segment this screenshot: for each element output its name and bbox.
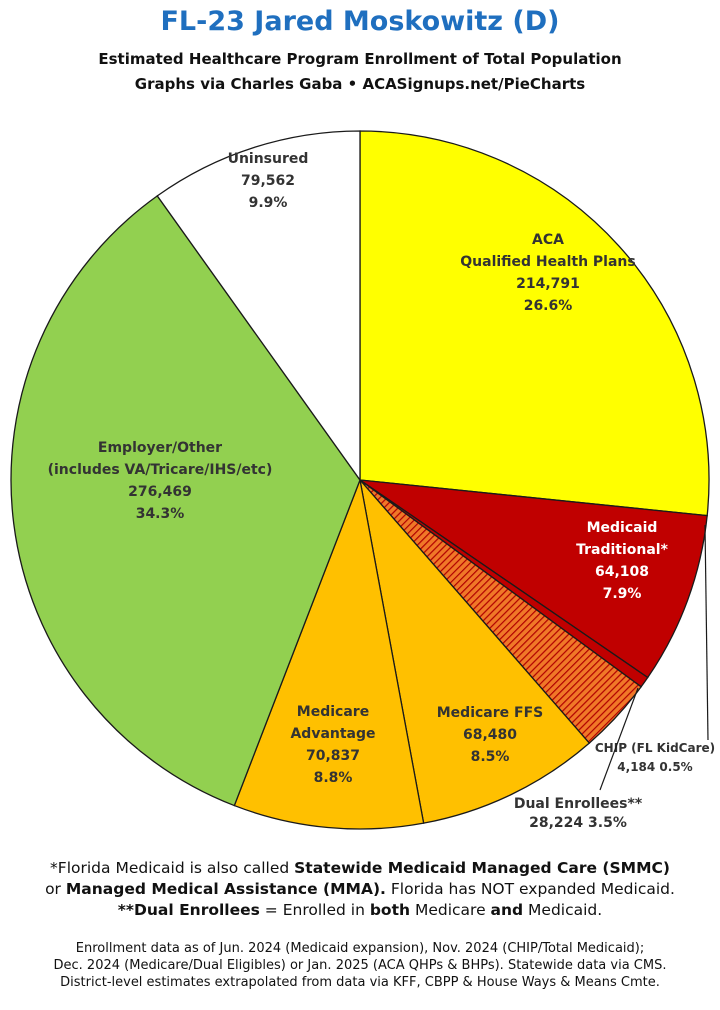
slice-label-medicare: 70,837 bbox=[306, 748, 360, 764]
footnote-text: *Florida Medicaid is also called bbox=[50, 859, 295, 877]
slice-label-uninsured: Uninsured bbox=[228, 151, 309, 167]
pie-slice-uninsured bbox=[156, 130, 361, 483]
footnote-bold: Managed Medical Assistance (MMA). bbox=[65, 880, 386, 898]
footnotes: *Florida Medicaid is also called Statewi… bbox=[0, 858, 720, 921]
callout-label-dual-enrollees: Dual Enrollees** bbox=[514, 796, 643, 812]
slice-label-uninsured: 79,562 bbox=[241, 173, 295, 189]
callout-line-dual-enrollees bbox=[599, 687, 639, 791]
callout-line-chip-fl-kidcare bbox=[704, 524, 709, 741]
callout-value-dual-enrollees: 28,224 3.5% bbox=[529, 815, 627, 831]
slice-label-employer-other: (includes VA/Tricare/IHS/etc) bbox=[48, 462, 273, 478]
slice-label-uninsured: 9.9% bbox=[249, 195, 288, 211]
slice-label-aca: 214,791 bbox=[516, 276, 580, 292]
page-title: FL-23 Jared Moskowitz (D) bbox=[160, 6, 560, 37]
pie-slice-medicaid bbox=[359, 479, 708, 679]
slice-label-medicare-ffs: Medicare FFS bbox=[437, 705, 543, 721]
footnote-text: = Enrolled in bbox=[259, 901, 370, 919]
slice-label-employer-other: 34.3% bbox=[136, 506, 185, 522]
footnote-text: Medicare bbox=[410, 901, 491, 919]
callout-label-chip-fl-kidcare: CHIP (FL KidCare) bbox=[595, 741, 715, 755]
slice-label-aca: 26.6% bbox=[524, 298, 573, 314]
callout-value-chip-fl-kidcare: 4,184 0.5% bbox=[617, 760, 692, 774]
slice-label-aca: Qualified Health Plans bbox=[460, 254, 635, 270]
chart-subtitle: Estimated Healthcare Program Enrollment … bbox=[98, 50, 622, 68]
slice-label-medicare-ffs: 8.5% bbox=[471, 749, 510, 765]
source-line: Enrollment data as of Jun. 2024 (Medicai… bbox=[75, 941, 645, 956]
footnote-text: Florida has NOT expanded Medicaid. bbox=[385, 880, 675, 898]
slice-label-aca: ACA bbox=[532, 232, 564, 248]
slice-label-medicaid: Traditional* bbox=[576, 542, 669, 558]
footnote-bold: **Dual Enrollees bbox=[117, 901, 260, 919]
slice-label-medicare-ffs: 68,480 bbox=[463, 727, 517, 743]
source-notes: Enrollment data as of Jun. 2024 (Medicai… bbox=[0, 940, 720, 991]
pie-slice-medicare-ffs bbox=[358, 477, 591, 824]
slice-label-medicaid: 7.9% bbox=[603, 586, 642, 602]
footnote-bold: both bbox=[369, 901, 411, 919]
source-line: District-level estimates extrapolated fr… bbox=[60, 975, 660, 990]
source-line: Dec. 2024 (Medicare/Dual Eligibles) or J… bbox=[53, 958, 667, 973]
pie-slice-employer-other bbox=[10, 194, 361, 807]
footnote-text: or bbox=[45, 880, 66, 898]
pie-chart: CHIP (FL KidCare) 4,184 0.5% Dual Enrollee… bbox=[10, 130, 715, 831]
slice-label-employer-other: 276,469 bbox=[128, 484, 192, 500]
chart-credit: Graphs via Charles Gaba • ACASignups.net… bbox=[134, 75, 586, 93]
slice-label-employer-other: Employer/Other bbox=[98, 440, 222, 456]
slice-label-medicare: Advantage bbox=[290, 726, 375, 742]
pie-slice-medicare bbox=[233, 477, 425, 830]
slice-label-medicare: 8.8% bbox=[314, 770, 353, 786]
pie-slice-aca bbox=[359, 130, 710, 517]
footnote-text: Medicaid. bbox=[523, 901, 603, 919]
footnote-bold: and bbox=[490, 901, 524, 919]
footnote-bold: Statewide Medicaid Managed Care (SMMC) bbox=[294, 859, 670, 877]
slice-label-medicare: Medicare bbox=[297, 704, 369, 720]
slice-label-medicaid: 64,108 bbox=[595, 564, 649, 580]
slice-label-medicaid: Medicaid bbox=[587, 520, 658, 536]
